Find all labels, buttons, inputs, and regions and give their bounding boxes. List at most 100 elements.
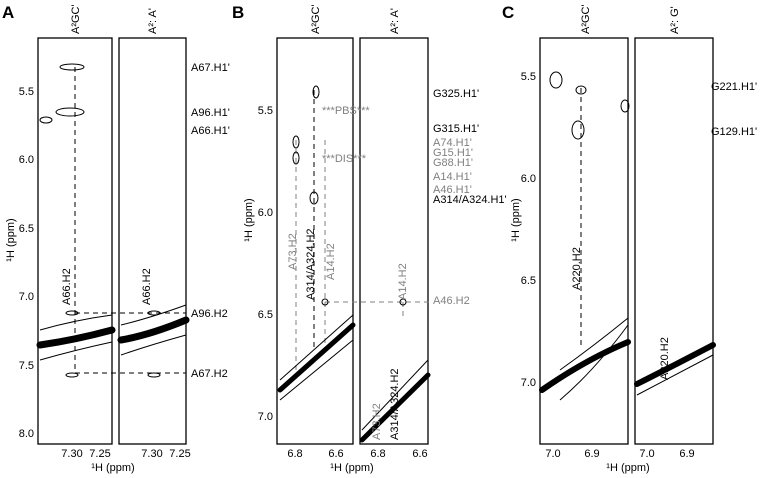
panel-b: B ¹H (ppm) 5.5 6.0 6.5 7.0 A²GC' A²: A' …	[232, 3, 507, 474]
spectrum-box	[359, 37, 429, 445]
spectrum-box	[276, 37, 354, 445]
header: A²: A'	[147, 8, 159, 34]
header: A²GC'	[310, 4, 322, 34]
spectrum-box	[539, 37, 629, 445]
annotation: A14.H1'	[433, 171, 472, 183]
annotation: G129.H1'	[711, 126, 757, 138]
panel-label: C	[502, 3, 514, 22]
contour	[399, 298, 407, 306]
y-tick: 7.0	[19, 291, 34, 303]
peak-label: A220.H2	[571, 247, 583, 290]
peak-label: A14.H2	[325, 243, 337, 280]
annotation: G88.H1'	[433, 157, 473, 169]
x-tick: 7.30	[61, 448, 82, 460]
diagonal	[539, 339, 716, 393]
contour	[571, 120, 585, 140]
x-tick: 7.0	[545, 448, 560, 460]
guide	[74, 67, 186, 374]
annotation: A46.H1'	[433, 184, 472, 196]
header: A²: G'	[669, 6, 681, 34]
header: A²GC'	[580, 4, 592, 34]
y-tick: 6.0	[258, 207, 273, 219]
y-tick: 8.0	[19, 428, 34, 440]
x-tick: 6.6	[412, 448, 427, 460]
y-tick: 6.0	[521, 173, 536, 185]
y-label: ¹H (ppm)	[510, 198, 522, 241]
x-tick: 6.9	[584, 448, 599, 460]
peak-label: A220.H2	[659, 337, 671, 380]
diagonal	[277, 322, 431, 443]
contour	[292, 151, 300, 165]
contour	[59, 63, 85, 71]
peak-label: A73.H2	[287, 233, 299, 270]
y-tick: 5.5	[521, 71, 536, 83]
contour	[147, 310, 161, 316]
annotation: A96.H1'	[191, 107, 230, 119]
contour	[321, 298, 329, 306]
panel-label: B	[232, 3, 244, 22]
annotation: A74.H1'	[433, 137, 472, 149]
contour	[620, 99, 630, 113]
contour	[309, 191, 319, 205]
y-tick: 5.5	[258, 105, 273, 117]
diagonal	[36, 316, 190, 349]
panel-c: C ¹H (ppm) 5.5 6.0 6.5 7.0 A²GC' A²: G' …	[502, 3, 757, 474]
panel-label: A	[2, 3, 14, 22]
y-tick: 6.0	[19, 154, 34, 166]
contour	[312, 85, 320, 99]
annotation: A67.H1'	[191, 62, 230, 74]
x-tick: 6.6	[328, 448, 343, 460]
peak-label: A14.H2	[397, 263, 409, 300]
peak-label: ***DIS***	[322, 153, 367, 165]
contour	[65, 310, 79, 316]
peak-label: A314/A324.H2	[305, 228, 317, 300]
panel-a: A ¹H (ppm) 5.5 6.0 6.5 7.0 7.5 8.0 A²GC'…	[2, 3, 230, 474]
spectrum-box	[118, 37, 187, 445]
x-tick: 7.30	[141, 448, 162, 460]
x-tick: 7.25	[89, 448, 110, 460]
contour	[279, 314, 429, 431]
y-tick: 7.5	[19, 360, 34, 372]
y-tick: 5.5	[19, 86, 34, 98]
peak-label: ***PBS***	[322, 105, 370, 117]
annotation: A46.H2	[433, 295, 470, 307]
peak-label: A73.H2	[371, 403, 383, 440]
annotation: G221.H1'	[711, 81, 757, 93]
y-label: ¹H (ppm)	[243, 198, 255, 241]
header: A²GC'	[70, 4, 82, 34]
x-tick: 7.0	[639, 448, 654, 460]
y-tick: 7.0	[521, 377, 536, 389]
annotation: G315.H1'	[433, 123, 479, 135]
contour	[65, 372, 79, 378]
spectrum-box	[634, 37, 714, 445]
contour	[39, 116, 53, 124]
contour	[292, 135, 300, 149]
x-tick: 6.9	[679, 448, 694, 460]
header: A²: A'	[389, 8, 401, 34]
contour	[147, 372, 161, 378]
y-tick: 7.0	[258, 411, 273, 423]
x-tick: 7.25	[169, 448, 190, 460]
contour	[575, 85, 587, 95]
contour	[55, 107, 85, 117]
x-label: ¹H (ppm)	[606, 462, 649, 474]
contour	[549, 71, 563, 89]
contour	[39, 304, 187, 361]
annotation: G325.H1'	[433, 88, 479, 100]
annotation: A96.H2	[191, 308, 228, 320]
y-tick: 6.5	[258, 309, 273, 321]
y-tick: 6.5	[19, 223, 34, 235]
contour	[559, 317, 714, 401]
annotation: A314/A324.H1'	[433, 194, 507, 206]
x-label: ¹H (ppm)	[91, 462, 134, 474]
y-label: ¹H (ppm)	[5, 218, 17, 261]
spectrum-box	[37, 37, 113, 445]
y-tick: 6.5	[521, 275, 536, 287]
x-tick: 6.8	[287, 448, 302, 460]
x-tick: 6.8	[370, 448, 385, 460]
peak-label: A314/A324.H2	[389, 368, 401, 440]
x-label: ¹H (ppm)	[330, 462, 373, 474]
peak-label: A66.H2	[141, 268, 153, 305]
annotation: A66.H1'	[191, 125, 230, 137]
